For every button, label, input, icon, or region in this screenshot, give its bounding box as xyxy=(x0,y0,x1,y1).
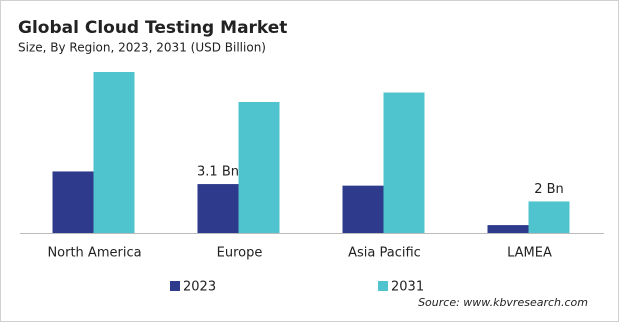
legend-label: 2031 xyxy=(391,280,424,295)
bar xyxy=(487,225,529,233)
legend-swatch xyxy=(378,281,388,291)
legend-swatch xyxy=(170,281,180,291)
data-label: 3.1 Bn xyxy=(197,165,239,180)
chart-subtitle: Size, By Region, 2023, 2031 (USD Billion… xyxy=(18,41,266,55)
data-label: 2 Bn xyxy=(534,182,564,197)
source: Source: www.kbvresearch.com xyxy=(418,296,588,309)
x-tick-label: Europe xyxy=(217,246,263,261)
x-tick-label: North America xyxy=(47,246,141,261)
bar xyxy=(528,201,570,233)
bar xyxy=(93,72,135,233)
x-tick-label: Asia Pacific xyxy=(348,246,421,261)
chart-title: Global Cloud Testing Market xyxy=(18,18,287,38)
bar xyxy=(342,185,384,233)
bar xyxy=(197,184,239,233)
bar xyxy=(238,101,280,233)
bar xyxy=(383,92,425,233)
legend-label: 2023 xyxy=(183,280,216,295)
x-tick-label: LAMEA xyxy=(507,246,552,261)
bar xyxy=(52,171,94,233)
